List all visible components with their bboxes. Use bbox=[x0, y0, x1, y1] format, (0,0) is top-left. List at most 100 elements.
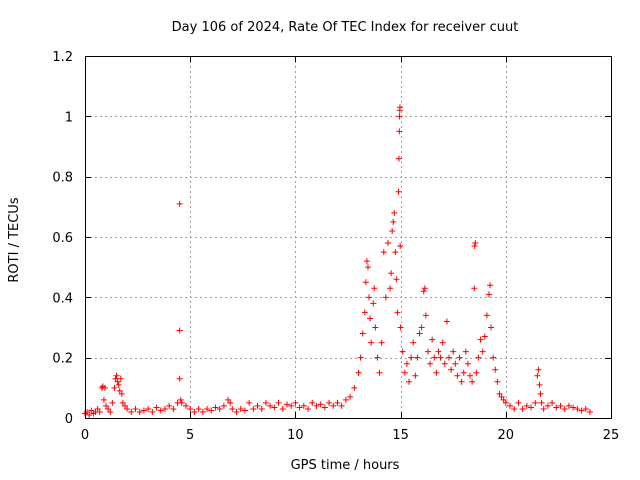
data-point bbox=[237, 405, 244, 412]
data-point bbox=[367, 315, 374, 322]
data-point bbox=[380, 249, 387, 256]
data-point bbox=[456, 354, 463, 361]
data-point bbox=[519, 405, 526, 412]
data-point bbox=[283, 401, 290, 408]
data-point bbox=[275, 399, 282, 406]
data-point bbox=[467, 372, 474, 379]
data-point bbox=[208, 407, 215, 414]
data-point bbox=[342, 396, 349, 403]
data-point bbox=[378, 339, 385, 346]
data-point bbox=[464, 360, 471, 367]
data-point bbox=[418, 324, 425, 331]
data-point bbox=[109, 399, 116, 406]
data-point bbox=[254, 402, 261, 409]
data-point bbox=[191, 408, 198, 415]
data-point bbox=[101, 384, 108, 391]
data-point bbox=[372, 324, 379, 331]
data-point bbox=[488, 324, 495, 331]
data-point bbox=[549, 399, 556, 406]
data-point bbox=[334, 399, 341, 406]
data-point bbox=[437, 354, 444, 361]
data-point bbox=[176, 375, 183, 382]
plot-frame bbox=[85, 56, 612, 419]
data-point bbox=[296, 404, 303, 411]
data-point bbox=[374, 354, 381, 361]
data-point bbox=[187, 405, 194, 412]
x-tick-label: 10 bbox=[287, 428, 304, 443]
data-point bbox=[176, 327, 183, 334]
x-tick-label: 5 bbox=[186, 428, 194, 443]
data-point bbox=[477, 336, 484, 343]
data-point bbox=[570, 404, 577, 411]
data-point bbox=[145, 405, 152, 412]
data-point bbox=[454, 372, 461, 379]
data-point bbox=[128, 408, 135, 415]
data-point bbox=[490, 354, 497, 361]
data-point bbox=[420, 288, 427, 295]
data-point bbox=[532, 399, 539, 406]
data-point bbox=[534, 372, 541, 379]
data-point bbox=[199, 408, 206, 415]
chart-title: Day 106 of 2024, Rate Of TEC Index for r… bbox=[172, 20, 519, 35]
data-point bbox=[113, 372, 120, 379]
data-point bbox=[536, 381, 543, 388]
data-point bbox=[392, 249, 399, 256]
data-point bbox=[540, 405, 547, 412]
data-point bbox=[406, 378, 413, 385]
data-point bbox=[229, 405, 236, 412]
y-tick-label: 0.8 bbox=[52, 171, 73, 186]
data-point bbox=[471, 243, 478, 250]
data-point bbox=[452, 360, 459, 367]
data-point bbox=[481, 333, 488, 340]
data-point bbox=[112, 375, 119, 382]
data-point bbox=[557, 402, 564, 409]
data-point bbox=[351, 384, 358, 391]
data-point bbox=[544, 402, 551, 409]
data-point bbox=[355, 369, 362, 376]
data-point bbox=[176, 200, 183, 207]
data-point bbox=[233, 408, 240, 415]
data-point bbox=[565, 402, 572, 409]
data-point bbox=[435, 348, 442, 355]
data-point bbox=[368, 339, 375, 346]
data-point bbox=[88, 407, 95, 414]
data-point bbox=[422, 312, 429, 319]
data-point bbox=[115, 381, 122, 388]
data-point bbox=[149, 408, 156, 415]
data-point bbox=[535, 366, 542, 373]
data-point bbox=[439, 339, 446, 346]
data-point bbox=[471, 285, 478, 292]
data-point bbox=[483, 312, 490, 319]
data-point bbox=[472, 240, 479, 247]
data-point bbox=[443, 318, 450, 325]
data-point bbox=[124, 405, 131, 412]
data-point bbox=[537, 390, 544, 397]
data-point bbox=[357, 354, 364, 361]
data-point bbox=[528, 404, 535, 411]
data-point bbox=[241, 407, 248, 414]
data-point bbox=[397, 324, 404, 331]
data-point bbox=[496, 390, 503, 397]
data-point bbox=[121, 402, 128, 409]
data-point bbox=[401, 369, 408, 376]
data-point bbox=[462, 348, 469, 355]
data-point bbox=[578, 407, 585, 414]
data-point bbox=[391, 209, 398, 216]
data-point bbox=[390, 218, 397, 225]
data-point bbox=[326, 399, 333, 406]
x-axis-label: GPS time / hours bbox=[291, 458, 400, 473]
data-point bbox=[394, 309, 401, 316]
data-points bbox=[82, 104, 593, 418]
data-point bbox=[103, 402, 110, 409]
data-point bbox=[433, 369, 440, 376]
data-point bbox=[362, 279, 369, 286]
data-point bbox=[279, 405, 286, 412]
axis-ticks: 0 5 10 15 20 25 0 0.2 0.4 0.6 0.8 1 1.2 bbox=[52, 50, 619, 443]
data-point bbox=[366, 294, 373, 301]
data-point bbox=[100, 396, 107, 403]
data-point bbox=[586, 408, 593, 415]
data-point bbox=[500, 396, 507, 403]
data-point bbox=[107, 408, 114, 415]
grid bbox=[85, 56, 611, 418]
